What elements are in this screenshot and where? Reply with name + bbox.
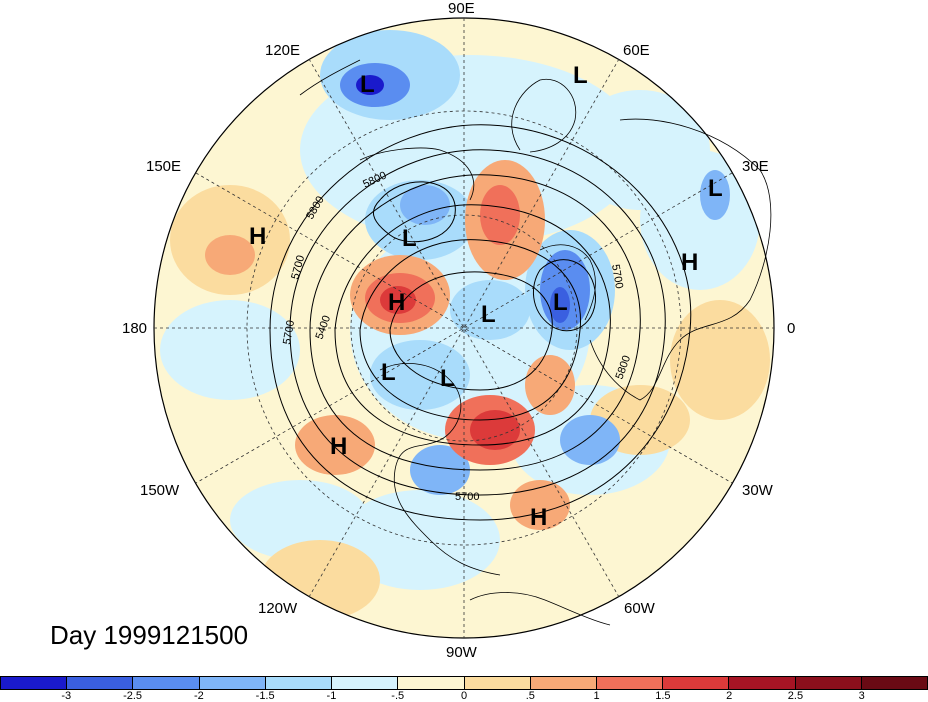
colorbar-swatch [530, 676, 597, 690]
low-center-label: L [573, 62, 588, 89]
lon-label-60e: 60E [623, 42, 650, 59]
high-center-label: H [530, 504, 547, 531]
contour-label: 5700 [609, 263, 625, 289]
colorbar [0, 676, 928, 690]
colorbar-swatch [67, 676, 134, 690]
colorbar-swatch [199, 676, 266, 690]
lon-label-0: 0 [787, 320, 796, 337]
height-contours [269, 124, 692, 521]
colorbar-swatch [332, 676, 399, 690]
colorbar-swatch [729, 676, 796, 690]
colorbar-tick-label: -1.5 [255, 690, 275, 702]
low-center-label: L [402, 225, 417, 252]
colorbar-tick-label: -2 [193, 690, 204, 702]
lon-label-30e: 30E [742, 158, 769, 175]
lon-label-150e: 150E [146, 158, 182, 175]
lon-label-90w: 90W [446, 644, 477, 661]
low-center-label: L [360, 71, 375, 98]
colorbar-tick-label: -3 [61, 690, 72, 702]
colorbar-tick-label: 2.5 [787, 690, 804, 702]
lon-label-180: 180 [122, 320, 148, 337]
colorbar-frame [0, 676, 928, 690]
colorbar-swatch [133, 676, 200, 690]
colorbar-tick-label: 1 [593, 690, 600, 702]
lon-label-60w: 60W [624, 600, 655, 617]
day-label: Day 1999121500 [50, 620, 249, 650]
colorbar-tick-label: .5 [525, 690, 535, 702]
lon-label-30w: 30W [742, 482, 773, 499]
colorbar-tick-label: 3 [858, 690, 865, 702]
low-center-label: L [440, 365, 455, 392]
low-center-label: L [381, 359, 396, 386]
colorbar-swatch [265, 676, 333, 690]
contour-label: 5700 [455, 491, 479, 503]
lon-label-120e: 120E [265, 42, 301, 59]
low-center-label: L [708, 175, 723, 202]
colorbar-swatch [795, 676, 862, 690]
lon-label-90e: 90E [448, 0, 475, 17]
colorbar-tick-label: 1.5 [655, 690, 671, 702]
high-center-label: H [249, 223, 266, 250]
coastlines [299, 59, 772, 626]
colorbar-swatch [663, 676, 730, 690]
colorbar-tick-label: -1 [326, 690, 337, 702]
colorbar-swatch [464, 676, 531, 690]
colorbar-swatch [0, 676, 68, 690]
graticule [154, 18, 774, 638]
colorbar-tick-label: -.5 [391, 690, 405, 702]
colorbar-swatch [596, 676, 664, 690]
contour-label: 5700 [281, 319, 297, 345]
colorbar-tick-label: 2 [726, 690, 733, 702]
colorbar-swatch [398, 676, 465, 690]
low-center-label: L [481, 301, 496, 328]
colorbar-tick-label: 0 [460, 690, 468, 702]
lon-label-150w: 150W [140, 482, 180, 499]
high-center-label: H [330, 433, 347, 460]
high-center-label: H [681, 249, 698, 276]
low-center-label: L [553, 289, 568, 316]
high-center-label: H [388, 289, 405, 316]
lon-label-120w: 120W [258, 600, 298, 617]
colorbar-tick-label: -2.5 [123, 690, 143, 702]
pressure-centers: L L L L L L L L H H H H H [249, 62, 723, 531]
